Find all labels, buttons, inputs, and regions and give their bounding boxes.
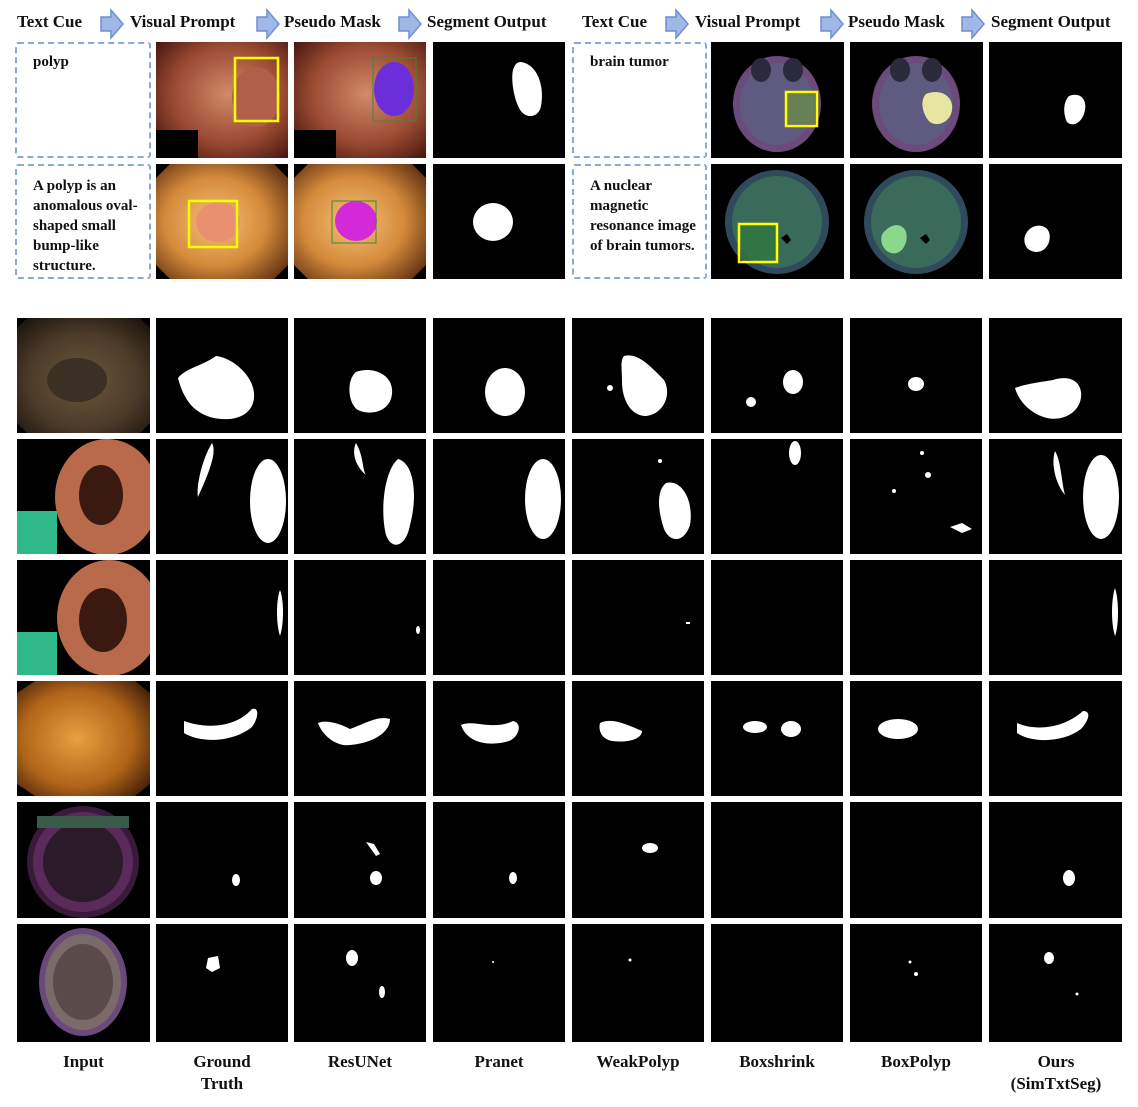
arrow-right-icon — [665, 8, 689, 40]
input-image-row-6 — [17, 924, 150, 1042]
header-pseudo-mask-right: Pseudo Mask — [848, 12, 945, 31]
visual-prompt-polyp-1 — [156, 42, 288, 158]
visual-prompt-brain-1 — [711, 42, 844, 158]
ground-truth-row-6 — [156, 924, 288, 1042]
boxshrink-row-5 — [711, 802, 843, 918]
column-label-ours: Ours (SimTxtSeg) — [1010, 1052, 1102, 1093]
weakpolyp-row-6 — [572, 924, 704, 1042]
weakpolyp-row-1 — [572, 318, 704, 433]
text-cue-text: brain tumor — [590, 54, 669, 70]
pranet-row-3 — [433, 560, 565, 675]
header-visual-prompt-left: Visual Prompt — [130, 12, 236, 31]
ours-row-1 — [989, 318, 1122, 433]
weakpolyp-row-3 — [572, 560, 704, 675]
resunet-row-3 — [294, 560, 426, 675]
pseudo-mask-polyp-2 — [294, 164, 426, 279]
boxpolyp-row-3 — [850, 560, 982, 675]
boxpolyp-row-6 — [850, 924, 982, 1042]
column-label-pranet: Pranet — [474, 1052, 524, 1071]
ours-row-2 — [989, 439, 1122, 554]
boxpolyp-row-2 — [850, 439, 982, 554]
text-cue-text: A polyp is an anomalous oval-shaped smal… — [33, 178, 138, 274]
ours-row-5 — [989, 802, 1122, 918]
column-label-ground-truth: Ground Truth — [193, 1052, 251, 1093]
boxshrink-row-6 — [711, 924, 843, 1042]
ground-truth-row-1 — [156, 318, 288, 433]
pseudo-mask-brain-2 — [850, 164, 983, 279]
segment-output-polyp-2 — [433, 164, 565, 279]
arrow-right-icon — [961, 8, 985, 40]
input-image-row-1 — [17, 318, 150, 433]
resunet-row-6 — [294, 924, 426, 1042]
header-text-cue-left: Text Cue — [17, 12, 83, 31]
text-cue-text: polyp — [33, 54, 69, 70]
column-label-weakpolyp: WeakPolyp — [596, 1052, 680, 1071]
ground-truth-row-5 — [156, 802, 288, 918]
resunet-row-2 — [294, 439, 426, 554]
input-image-row-3 — [17, 560, 150, 675]
header-segment-output-right: Segment Output — [991, 12, 1111, 31]
input-image-row-2 — [17, 439, 150, 554]
ours-row-3 — [989, 560, 1122, 675]
weakpolyp-row-2 — [572, 439, 704, 554]
arrow-right-icon — [398, 8, 422, 40]
boxshrink-row-1 — [711, 318, 843, 433]
segment-output-brain-1 — [989, 42, 1122, 158]
visual-prompt-polyp-2 — [156, 164, 288, 279]
text-cue-polyp-short: polyp — [15, 42, 151, 158]
pseudo-mask-brain-1 — [850, 42, 983, 158]
column-label-resunet: ResUNet — [327, 1052, 393, 1071]
resunet-row-4 — [294, 681, 426, 796]
segment-output-brain-2 — [989, 164, 1122, 279]
resunet-row-5 — [294, 802, 426, 918]
ground-truth-row-2 — [156, 439, 288, 554]
pranet-row-2 — [433, 439, 565, 554]
text-cue-brain-long: A nuclear magnetic resonance image of br… — [572, 164, 707, 279]
boxshrink-row-2 — [711, 439, 843, 554]
pranet-row-4 — [433, 681, 565, 796]
column-label-boxpolyp: BoxPolyp — [881, 1052, 951, 1071]
ground-truth-row-3 — [156, 560, 288, 675]
text-cue-brain-short: brain tumor — [572, 42, 707, 158]
resunet-row-1 — [294, 318, 426, 433]
arrow-right-icon — [820, 8, 844, 40]
ours-row-4 — [989, 681, 1122, 796]
boxshrink-row-4 — [711, 681, 843, 796]
segment-output-polyp-1 — [433, 42, 565, 158]
pseudo-mask-polyp-1 — [294, 42, 426, 158]
header-pseudo-mask-left: Pseudo Mask — [284, 12, 381, 31]
pranet-row-5 — [433, 802, 565, 918]
ours-row-6 — [989, 924, 1122, 1042]
ground-truth-row-4 — [156, 681, 288, 796]
column-label-input: Input — [63, 1052, 104, 1071]
pranet-row-1 — [433, 318, 565, 433]
input-image-row-4 — [17, 681, 150, 796]
input-image-row-5 — [17, 802, 150, 918]
boxpolyp-row-4 — [850, 681, 982, 796]
text-cue-text: A nuclear magnetic resonance image of br… — [590, 178, 696, 254]
boxpolyp-row-5 — [850, 802, 982, 918]
pranet-row-6 — [433, 924, 565, 1042]
text-cue-polyp-long: A polyp is an anomalous oval-shaped smal… — [15, 164, 151, 279]
arrow-right-icon — [256, 8, 280, 40]
header-segment-output-left: Segment Output — [427, 12, 547, 31]
header-text-cue-right: Text Cue — [582, 12, 648, 31]
visual-prompt-brain-2 — [711, 164, 844, 279]
weakpolyp-row-4 — [572, 681, 704, 796]
weakpolyp-row-5 — [572, 802, 704, 918]
boxshrink-row-3 — [711, 560, 843, 675]
boxpolyp-row-1 — [850, 318, 982, 433]
arrow-right-icon — [100, 8, 124, 40]
column-label-boxshrink: Boxshrink — [739, 1052, 815, 1071]
header-visual-prompt-right: Visual Prompt — [695, 12, 801, 31]
